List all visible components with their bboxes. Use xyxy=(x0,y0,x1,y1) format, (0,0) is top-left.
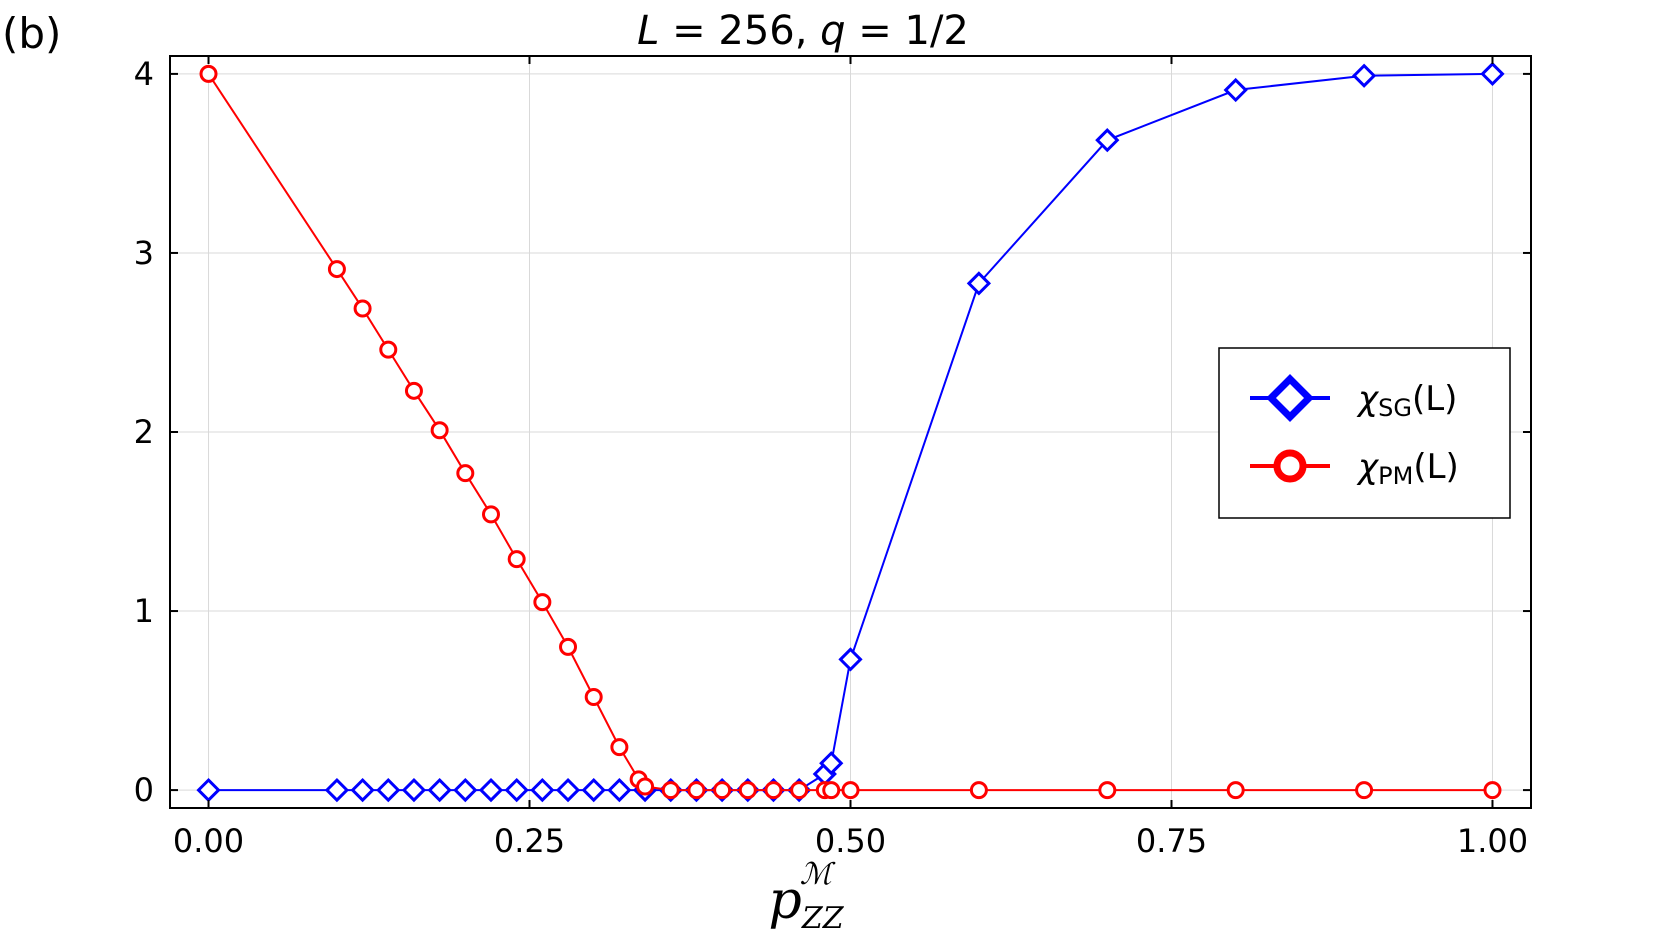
data-point-circle xyxy=(327,260,346,279)
data-point-diamond xyxy=(196,777,221,803)
data-point-diamond xyxy=(555,777,581,803)
data-point-diamond xyxy=(1480,61,1505,87)
data-point-circle xyxy=(610,738,629,757)
legend-label-sub: PM xyxy=(1378,462,1413,490)
data-point-diamond xyxy=(1351,63,1377,88)
legend-label: χPM(L) xyxy=(1356,447,1459,490)
data-point-diamond xyxy=(376,777,401,803)
x-axis-label: pℳ ZZ xyxy=(768,857,844,934)
data-point-circle xyxy=(533,593,552,612)
data-point-diamond xyxy=(1223,77,1248,103)
x-tick-label: 1.00 xyxy=(1457,822,1528,860)
data-point-circle xyxy=(507,550,526,569)
legend-entry: χPM(L) xyxy=(1250,447,1459,490)
data-point-circle xyxy=(379,340,398,359)
title-part-eq2: = 1/2 xyxy=(846,8,969,54)
y-tick-label: 4 xyxy=(134,55,154,93)
data-point-circle xyxy=(841,781,860,800)
legend: χSG(L)χPM(L) xyxy=(1218,347,1511,519)
ticks: 0.00 0.25 0.50 0.75 1.00 0 1 2 3 4 xyxy=(134,55,1531,860)
data-point-circle xyxy=(199,64,218,83)
data-point-circle xyxy=(661,781,680,800)
x-tick-label: 0.00 xyxy=(173,822,244,860)
data-point-diamond xyxy=(350,777,375,803)
title-part-lhs1: L xyxy=(637,8,659,54)
legend-label-arg: (L) xyxy=(1413,447,1458,487)
data-point-diamond xyxy=(581,777,606,803)
legend-label-sub: SG xyxy=(1378,394,1412,422)
title-part-eq1: = 256, xyxy=(659,8,820,54)
y-tick-label: 0 xyxy=(134,771,154,809)
data-point-circle xyxy=(969,781,988,800)
data-point-circle xyxy=(1098,781,1117,800)
data-point-diamond xyxy=(401,777,427,803)
legend-entry: χSG(L) xyxy=(1250,374,1457,422)
data-point-circle xyxy=(456,464,475,483)
x-tick-label: 0.50 xyxy=(815,822,886,860)
data-point-circle xyxy=(822,781,841,800)
data-point-diamond xyxy=(427,777,452,803)
data-point-circle xyxy=(353,299,372,318)
data-point-circle xyxy=(404,381,423,400)
panel-label: (b) xyxy=(2,9,61,58)
data-point-diamond xyxy=(819,751,844,776)
data-point-circle xyxy=(636,777,655,796)
title-part-lhs2: q xyxy=(820,8,845,54)
data-point-diamond xyxy=(1095,128,1120,153)
data-point-circle xyxy=(1483,781,1502,800)
y-tick-label: 3 xyxy=(134,234,154,272)
data-point-diamond xyxy=(453,777,478,803)
y-tick-label: 1 xyxy=(134,592,154,630)
data-point-circle xyxy=(764,781,783,800)
legend-label-arg: (L) xyxy=(1412,379,1457,419)
data-point-diamond xyxy=(504,777,529,803)
data-point-circle xyxy=(430,421,449,440)
legend-label: χSG(L) xyxy=(1356,379,1457,422)
legend-frame xyxy=(1218,347,1511,519)
data-point-diamond xyxy=(966,271,992,296)
x-axis-label-main: p xyxy=(768,871,801,931)
data-point-diamond xyxy=(324,777,350,803)
series-line xyxy=(208,72,1493,792)
x-tick-label: 0.75 xyxy=(1136,822,1207,860)
legend-label-chi: χ xyxy=(1356,379,1380,419)
series-pm xyxy=(199,64,1502,800)
legend-label-chi: χ xyxy=(1356,447,1380,487)
data-point-circle xyxy=(738,781,757,800)
data-point-diamond xyxy=(478,777,504,803)
data-point-diamond xyxy=(530,777,555,803)
data-point-circle xyxy=(790,781,809,800)
x-tick-label: 0.25 xyxy=(494,822,565,860)
legend-marker-diamond xyxy=(1266,374,1314,422)
data-point-circle xyxy=(584,687,603,706)
x-axis-label-sup: ℳ xyxy=(800,857,836,892)
data-point-circle xyxy=(1355,781,1374,800)
data-point-circle xyxy=(481,505,500,524)
x-axis-label-sub: ZZ xyxy=(801,901,845,934)
y-tick-label: 2 xyxy=(134,413,154,451)
data-point-diamond xyxy=(838,647,863,672)
data-point-circle xyxy=(1226,781,1245,800)
data-point-circle xyxy=(687,781,706,800)
legend-marker-circle xyxy=(1273,449,1307,483)
data-point-circle xyxy=(559,637,578,656)
chart-title: L = 256, q = 1/2 xyxy=(637,8,969,54)
data-point-diamond xyxy=(607,777,632,803)
data-point-circle xyxy=(713,781,732,800)
